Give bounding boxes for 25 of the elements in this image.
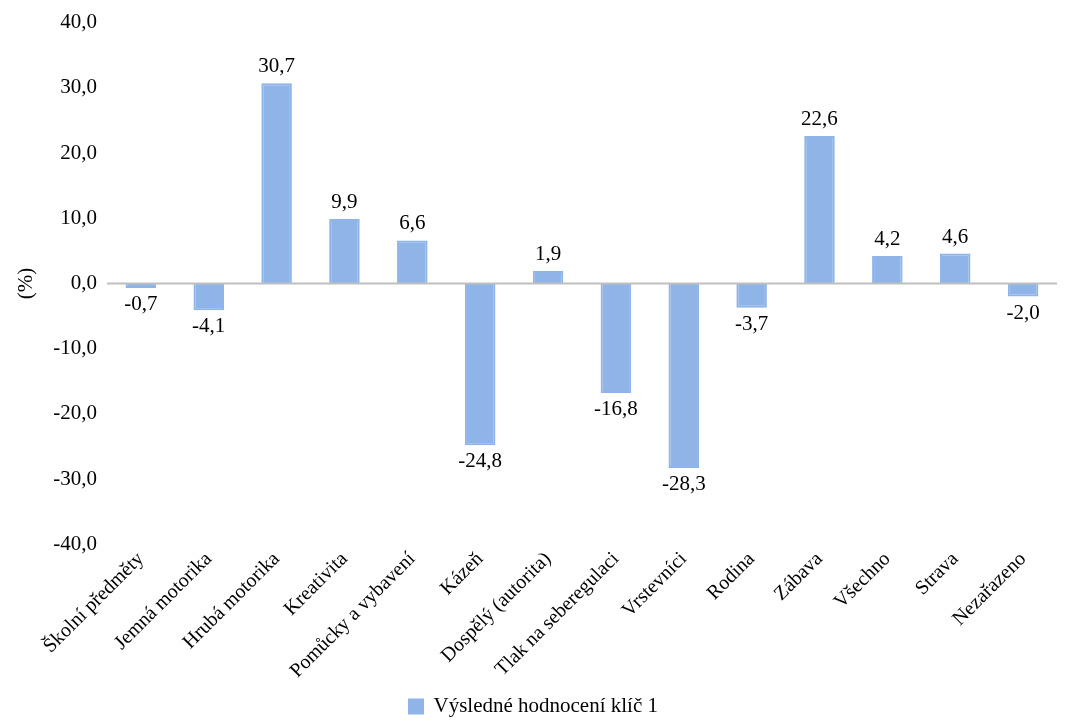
y-tick-label: 30,0 — [60, 74, 97, 99]
data-label: -2,0 — [1006, 299, 1040, 324]
data-label: -16,8 — [594, 396, 638, 421]
y-tick-label: -30,0 — [53, 465, 97, 490]
data-label: 30,7 — [258, 53, 295, 78]
y-axis-title: (%) — [13, 267, 38, 300]
y-tick-label: 10,0 — [60, 204, 97, 229]
y-tick-label: 0,0 — [70, 270, 97, 295]
data-label: -28,3 — [661, 471, 706, 496]
data-label: 6,6 — [399, 210, 426, 235]
y-tick-label: -20,0 — [53, 400, 97, 425]
data-label: -0,7 — [124, 291, 158, 316]
legend-label: Výsledné hodnocení klíč 1 — [433, 693, 659, 718]
data-label: 4,2 — [874, 226, 901, 251]
y-tick-label: 40,0 — [60, 9, 97, 34]
data-label: 9,9 — [331, 188, 358, 213]
data-label: 4,6 — [942, 223, 969, 248]
data-label: -3,7 — [735, 310, 769, 335]
data-label: 1,9 — [534, 241, 562, 266]
y-tick-label: 20,0 — [60, 139, 97, 164]
data-label: -24,8 — [458, 448, 503, 473]
y-tick-label: -40,0 — [53, 530, 97, 555]
y-tick-label: -10,0 — [53, 335, 97, 360]
data-label: -4,1 — [192, 313, 226, 338]
data-label: 22,6 — [801, 106, 838, 131]
